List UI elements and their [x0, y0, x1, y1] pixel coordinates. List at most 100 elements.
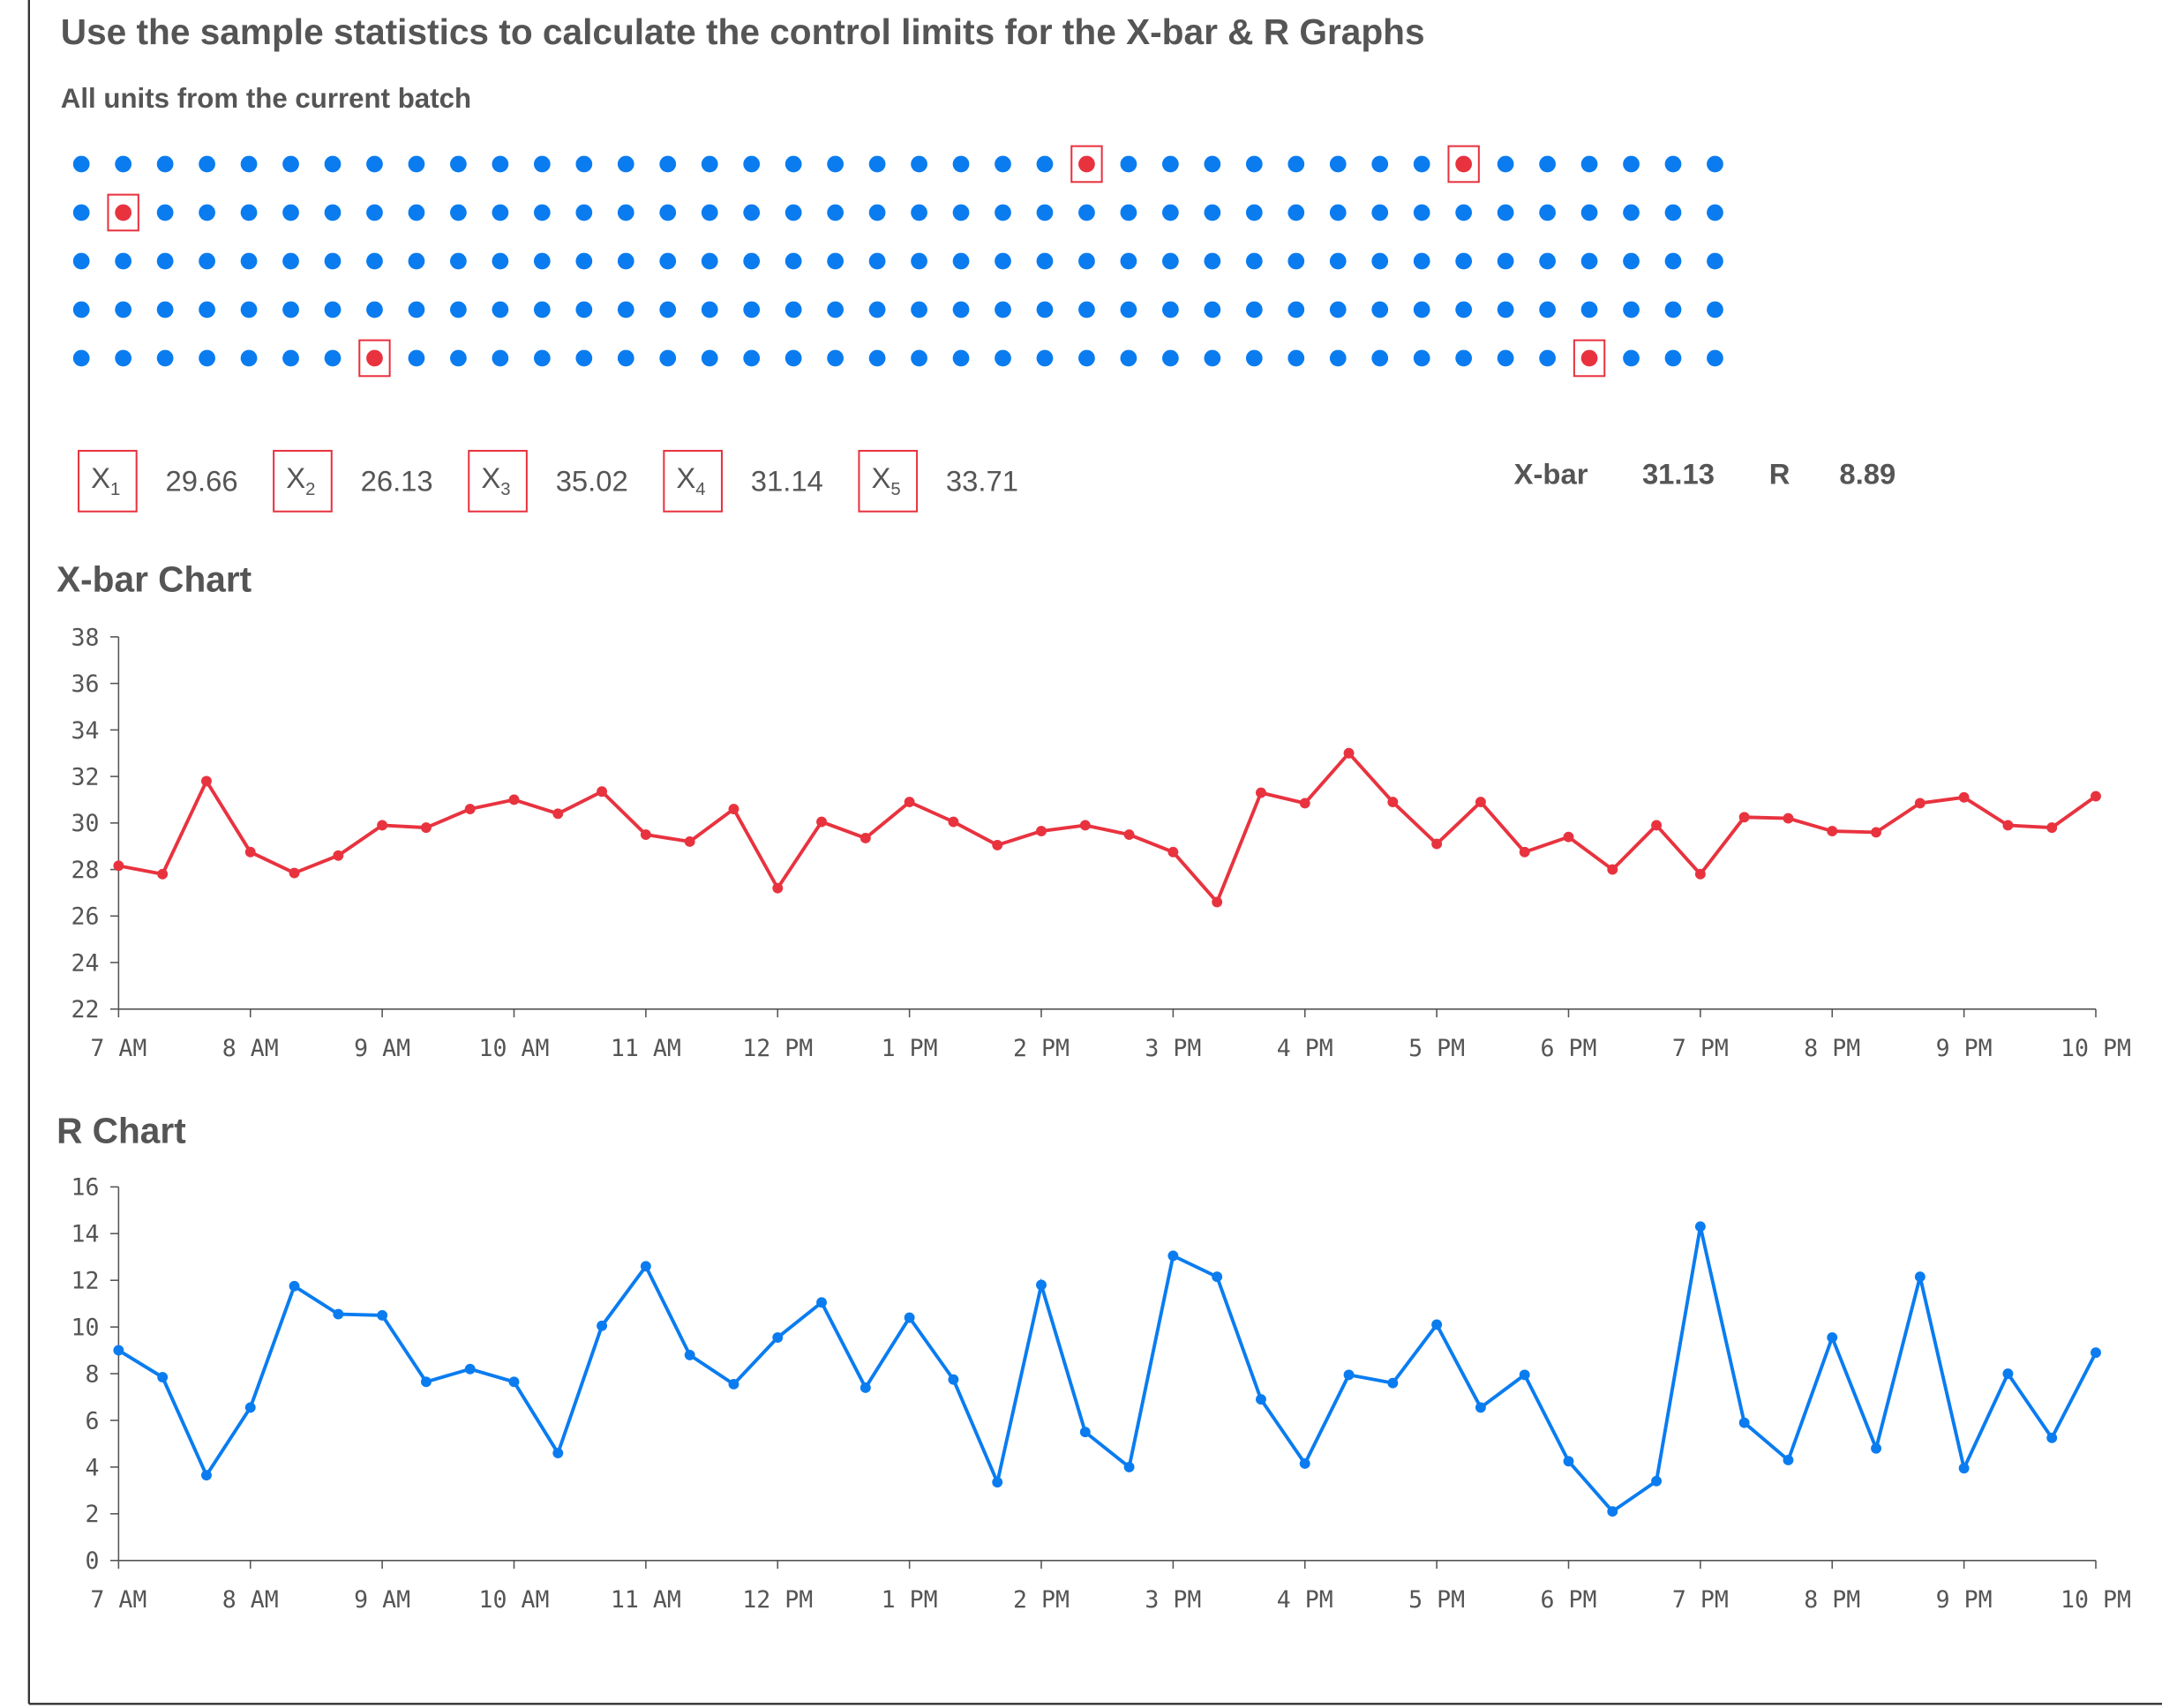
unit-dot — [1664, 349, 1682, 367]
unit-dot — [659, 301, 677, 318]
data-point — [1167, 1250, 1179, 1262]
unit-dot — [575, 301, 593, 318]
x-tick-label: 10 PM — [2061, 1586, 2131, 1614]
data-point — [1607, 1506, 1618, 1517]
data-point — [728, 804, 739, 814]
data-point — [2091, 790, 2101, 802]
sample-value: 31.14 — [751, 464, 823, 497]
unit-dot — [575, 252, 593, 270]
unit-dot — [1245, 349, 1263, 367]
x-tick-label: 5 PM — [1408, 1586, 1465, 1614]
data-point — [1123, 1461, 1135, 1472]
x-tick-label: 11 AM — [611, 1035, 681, 1062]
unit-dot — [743, 252, 761, 270]
data-point — [1431, 1319, 1443, 1330]
data-point — [2002, 1368, 2014, 1379]
unit-dot — [115, 204, 132, 221]
sample-name: X — [481, 461, 500, 494]
x-tick-label: 6 PM — [1541, 1035, 1597, 1062]
unit-dot — [156, 252, 174, 270]
unit-dot — [408, 252, 425, 270]
unit-dot — [1413, 155, 1430, 173]
x-tick-label: 7 AM — [90, 1035, 146, 1062]
unit-dot — [1580, 155, 1598, 173]
x-tick-label: 7 AM — [90, 1586, 146, 1614]
y-tick-label: 26 — [71, 903, 100, 931]
data-point — [289, 1280, 300, 1292]
unit-dot — [827, 155, 845, 173]
data-point — [904, 797, 915, 808]
unit-dot — [199, 252, 215, 270]
unit-dot — [1497, 301, 1514, 318]
sample-box — [663, 449, 723, 513]
sample-subscript: 4 — [695, 480, 705, 499]
data-point — [1387, 797, 1399, 808]
unit-dot — [450, 349, 467, 367]
x-tick-label: 1 PM — [882, 1035, 938, 1062]
unit-dot — [1664, 204, 1682, 221]
unit-dot — [995, 301, 1011, 318]
unit-dot — [911, 349, 927, 367]
data-line — [118, 750, 2098, 906]
unit-dot — [743, 204, 761, 221]
unit-dot — [115, 301, 132, 318]
unit-dot — [743, 301, 761, 318]
data-point — [377, 820, 388, 831]
unit-dot — [659, 252, 677, 270]
unit-dot — [784, 349, 802, 367]
data-point — [1079, 1427, 1091, 1438]
y-tick-label: 38 — [71, 624, 100, 651]
data-point — [1079, 820, 1091, 831]
unit-dot — [115, 252, 132, 270]
unit-dot — [1539, 301, 1556, 318]
unit-dot — [659, 204, 677, 221]
x-tick-label: 9 AM — [354, 1586, 410, 1614]
data-point — [904, 1312, 915, 1323]
unit-dot — [324, 252, 342, 270]
x-tick-label: 12 PM — [742, 1035, 813, 1062]
unit-dot — [1120, 301, 1137, 318]
sample-subscript: 1 — [110, 480, 120, 499]
unit-dot — [911, 204, 927, 221]
data-point — [597, 786, 608, 798]
x-tick-label: 2 PM — [1013, 1035, 1070, 1062]
data-point — [552, 808, 564, 820]
unit-dot — [868, 204, 886, 221]
data-point — [508, 794, 520, 805]
data-point — [244, 846, 256, 858]
data-point — [948, 816, 959, 828]
unit-dot — [1329, 252, 1347, 270]
y-tick-label: 6 — [86, 1407, 100, 1435]
data-point — [1256, 787, 1266, 798]
data-point — [377, 1309, 388, 1321]
unit-dot — [533, 301, 551, 318]
unit-dot — [617, 155, 634, 173]
y-tick-label: 22 — [71, 996, 100, 1023]
sample-value: 33.71 — [946, 464, 1018, 497]
subtitle: All units from the current batch — [61, 83, 471, 114]
unit-dot — [1245, 301, 1263, 318]
x-tick-label: 11 AM — [611, 1586, 681, 1614]
unit-dot — [199, 349, 215, 367]
x-tick-label: 8 PM — [1804, 1586, 1860, 1614]
unit-dot — [911, 301, 927, 318]
unit-dot — [1371, 252, 1389, 270]
unit-dot — [492, 204, 509, 221]
unit-dot — [366, 204, 383, 221]
unit-highlight — [1070, 145, 1103, 184]
unit-dot — [1664, 301, 1682, 318]
page-title: Use the sample statistics to calculate t… — [61, 11, 1425, 52]
sample-subscript: 5 — [890, 480, 900, 499]
data-line — [117, 1225, 2098, 1514]
y-tick-label: 32 — [71, 763, 100, 790]
unit-dot — [1162, 252, 1179, 270]
unit-dot — [1623, 349, 1640, 367]
unit-highlight — [107, 193, 139, 232]
x-tick-label: 5 PM — [1408, 1035, 1465, 1062]
unit-dot — [240, 252, 258, 270]
unit-dot — [1539, 349, 1556, 367]
unit-dot — [1120, 204, 1137, 221]
unit-dot — [408, 204, 425, 221]
